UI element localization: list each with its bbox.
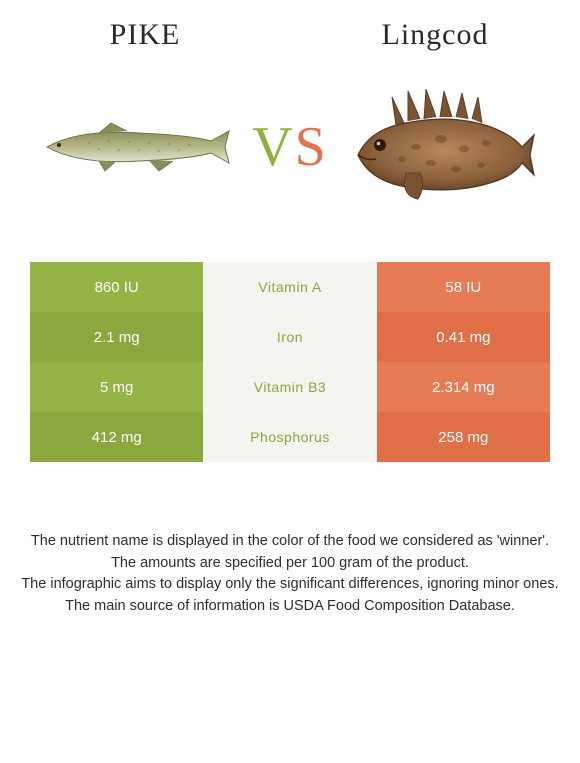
left-value: 5 mg [30, 362, 203, 412]
vs-label: VS [252, 115, 328, 179]
vs-s: S [295, 115, 328, 179]
table-row: 2.1 mgIron0.41 mg [30, 312, 550, 362]
nutrient-name: Iron [203, 312, 376, 362]
footer-notes: The nutrient name is displayed in the co… [0, 532, 580, 616]
nutrient-name: Vitamin A [203, 262, 376, 312]
table-row: 412 mgPhosphorus258 mg [30, 412, 550, 462]
pike-icon [39, 117, 239, 177]
left-value: 2.1 mg [30, 312, 203, 362]
pike-image [34, 72, 244, 222]
lingcod-image [336, 72, 546, 222]
right-value: 2.314 mg [377, 362, 550, 412]
vs-row: VS [0, 62, 580, 232]
left-title: PIKE [0, 18, 290, 52]
nutrient-name: Vitamin B3 [203, 362, 376, 412]
footer-line: The main source of information is USDA F… [18, 597, 562, 617]
right-value: 0.41 mg [377, 312, 550, 362]
left-value: 860 IU [30, 262, 203, 312]
right-title: Lingcod [290, 18, 580, 52]
right-value: 258 mg [377, 412, 550, 462]
footer-line: The nutrient name is displayed in the co… [18, 532, 562, 552]
vs-v: V [252, 115, 294, 179]
nutrient-table: 860 IUVitamin A58 IU2.1 mgIron0.41 mg5 m… [30, 262, 550, 462]
table-row: 860 IUVitamin A58 IU [30, 262, 550, 312]
right-value: 58 IU [377, 262, 550, 312]
footer-line: The infographic aims to display only the… [18, 575, 562, 595]
header: PIKE Lingcod [0, 0, 580, 52]
lingcod-icon [346, 77, 536, 217]
footer-line: The amounts are specified per 100 gram o… [18, 554, 562, 574]
left-value: 412 mg [30, 412, 203, 462]
table-row: 5 mgVitamin B32.314 mg [30, 362, 550, 412]
nutrient-name: Phosphorus [203, 412, 376, 462]
